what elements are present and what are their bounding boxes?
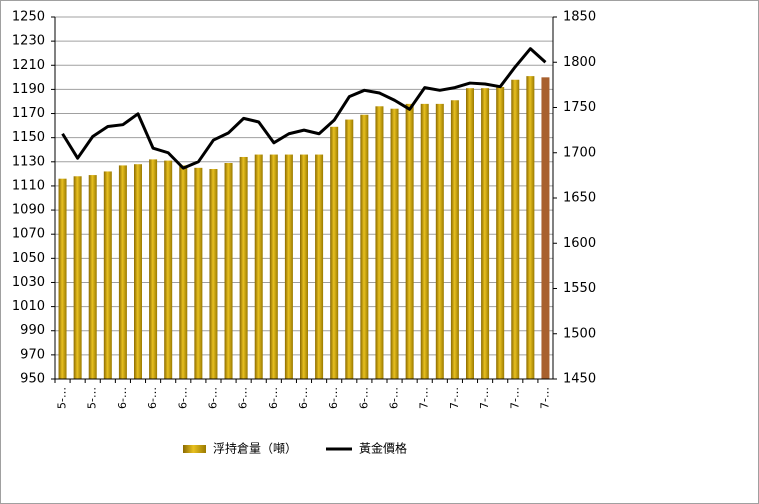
x-tick-label: 6-…	[357, 387, 370, 409]
legend-label: 黃金價格	[359, 441, 407, 456]
bar	[284, 154, 293, 379]
y2-tick-label: 1600	[563, 236, 596, 251]
x-tick-label: 5-…	[56, 387, 69, 409]
bar	[466, 88, 474, 380]
bar	[194, 167, 203, 379]
y2-tick-label: 1650	[563, 191, 596, 206]
x-tick-label: 6-…	[206, 387, 219, 409]
bar	[134, 164, 142, 379]
y-tick-label: 1150	[12, 130, 45, 145]
bar	[390, 108, 399, 379]
bar	[511, 79, 520, 379]
x-tick-label: 6-…	[388, 387, 401, 409]
x-tick-label: 6-…	[267, 387, 280, 409]
x-tick-label: 6-…	[116, 387, 129, 409]
bar	[315, 154, 324, 379]
bar	[405, 103, 414, 379]
bar	[239, 156, 248, 379]
bar	[496, 86, 505, 379]
bar	[541, 77, 550, 379]
bar	[118, 165, 127, 379]
bar	[481, 88, 490, 380]
y2-tick-label: 1450	[563, 372, 596, 387]
x-tick-label: 7-…	[478, 387, 491, 409]
bar	[269, 154, 278, 379]
bar	[300, 154, 308, 379]
line	[61, 47, 547, 170]
bar	[58, 178, 67, 379]
y-tick-label: 950	[20, 372, 45, 387]
bar	[224, 163, 233, 379]
bar	[149, 159, 158, 379]
y-tick-label: 1230	[12, 34, 45, 49]
y2-tick-label: 1750	[563, 100, 596, 115]
x-tick-label: 6-…	[297, 387, 310, 409]
x-tick-label: 5-…	[86, 387, 99, 409]
x-tick-label: 7-…	[448, 387, 461, 409]
bar	[73, 176, 82, 379]
x-tick-label: 6-…	[237, 387, 250, 409]
x-tick-label: 6-…	[146, 387, 159, 409]
y-tick-label: 1090	[12, 203, 45, 218]
y-tick-label: 1110	[12, 178, 45, 193]
x-tick-label: 6-…	[176, 387, 189, 409]
y-tick-label: 1030	[12, 275, 45, 290]
x-tick-label: 7-…	[508, 387, 521, 409]
y2-tick-label: 1500	[563, 326, 596, 341]
bar	[254, 154, 263, 379]
bar	[209, 169, 218, 379]
bar	[330, 126, 339, 379]
y-tick-label: 1210	[12, 58, 45, 73]
y-tick-label: 1010	[12, 299, 45, 314]
bar	[103, 171, 112, 379]
bar	[345, 119, 354, 380]
bar	[88, 175, 97, 379]
bar	[179, 165, 188, 379]
x-tick-label: 7-…	[538, 387, 551, 409]
legend-label: 浮持倉量（噸）	[213, 441, 297, 456]
bar	[420, 103, 429, 379]
y-tick-label: 970	[20, 347, 45, 362]
x-tick-label: 7-…	[418, 387, 431, 409]
y-tick-label: 1070	[12, 227, 45, 242]
bar	[526, 76, 535, 380]
bar	[435, 103, 444, 379]
y-tick-label: 990	[20, 323, 45, 338]
y-tick-label: 1170	[12, 106, 45, 121]
bar	[164, 160, 173, 379]
y-tick-label: 1130	[12, 154, 45, 169]
y2-tick-label: 1850	[563, 10, 596, 25]
y-tick-label: 1250	[12, 10, 45, 25]
y-tick-label: 1190	[12, 82, 45, 97]
legend-swatch	[183, 445, 206, 453]
bar	[375, 106, 384, 379]
y-tick-label: 1050	[12, 251, 45, 266]
y2-tick-label: 1800	[563, 55, 596, 70]
x-tick-label: 6-…	[327, 387, 340, 409]
bar	[360, 114, 369, 380]
y2-tick-label: 1550	[563, 281, 596, 296]
y2-tick-label: 1700	[563, 145, 596, 160]
bar	[450, 100, 459, 379]
